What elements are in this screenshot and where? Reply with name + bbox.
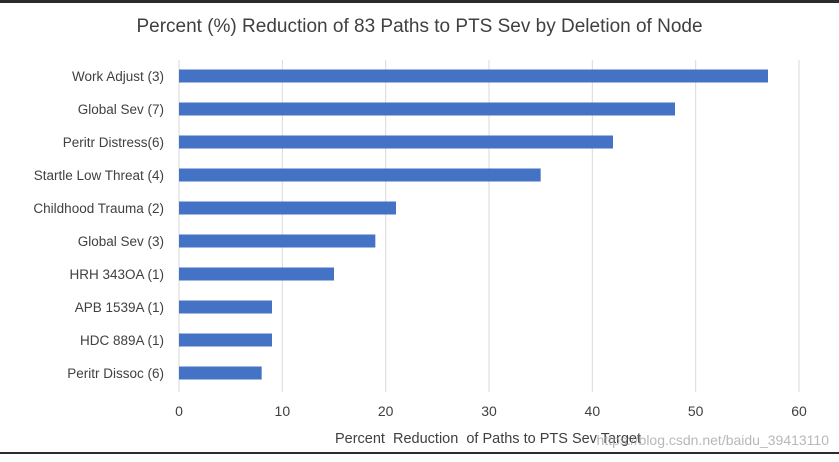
x-tick-label: 0: [175, 403, 183, 419]
category-labels: Work Adjust (3) Global Sev (7) Peritr Dist…: [33, 69, 164, 381]
category-label: Peritr Dissoc (6): [67, 366, 164, 381]
bottom-border: [0, 452, 839, 454]
bar: [179, 300, 272, 314]
category-label: Childhood Trauma (2): [33, 201, 164, 216]
bar: [179, 201, 396, 215]
x-tick-label: 30: [481, 403, 497, 419]
bar: [179, 135, 613, 149]
category-label: HDC 889A (1): [80, 333, 164, 348]
x-tick-label: 50: [688, 403, 704, 419]
top-border: [0, 0, 839, 3]
x-tick-label: 60: [791, 403, 807, 419]
bar: [179, 102, 675, 116]
bar: [179, 69, 768, 83]
x-axis-title: Percent Reduction of Paths to PTS Sev Ta…: [335, 431, 641, 447]
bar: [179, 366, 262, 380]
bars: [179, 69, 768, 380]
category-label: Global Sev (3): [78, 234, 164, 249]
category-label: APB 1539A (1): [75, 300, 164, 315]
category-label: Work Adjust (3): [72, 69, 164, 84]
watermark: https://blog.csdn.net/baidu_39413110: [596, 432, 829, 448]
x-tick-label: 40: [585, 403, 601, 419]
category-label: HRH 343OA (1): [69, 267, 164, 282]
category-label: Peritr Distress(6): [63, 135, 164, 150]
x-tick-labels: 0 10 20 30 40 50 60: [175, 403, 807, 419]
bar: [179, 267, 334, 281]
category-label: Global Sev (7): [78, 102, 164, 117]
bar: [179, 333, 272, 347]
bar: [179, 168, 541, 182]
category-label: Startle Low Threat (4): [34, 168, 164, 183]
bar: [179, 234, 376, 248]
x-tick-label: 20: [378, 403, 394, 419]
x-tick-label: 10: [275, 403, 291, 419]
chart-title: Percent (%) Reduction of 83 Paths to PTS…: [136, 16, 703, 37]
